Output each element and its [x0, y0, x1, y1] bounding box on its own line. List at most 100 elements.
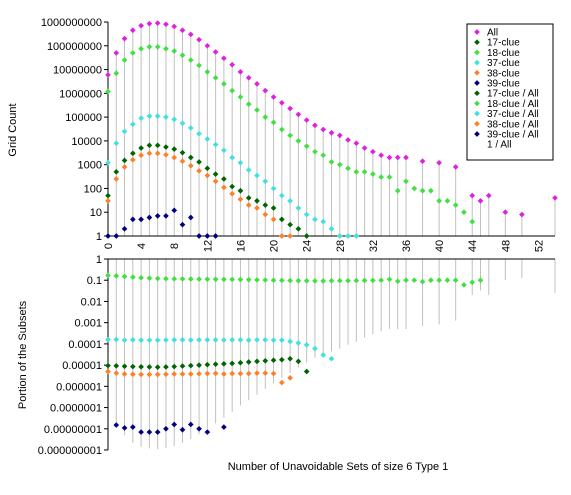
y-tick-label-top: 100000: [65, 112, 102, 124]
point-17-clue: [221, 176, 227, 182]
point-39-clue-all: [130, 424, 136, 430]
y-tick-label-bottom: 0.00000001: [44, 424, 102, 436]
point-18-clue-all: [378, 277, 384, 284]
point-17-clue: [130, 150, 136, 157]
point-18-clue: [336, 161, 343, 168]
point-37-clue-all: [154, 337, 161, 343]
x-tick-label: 48: [500, 240, 512, 252]
point-18-clue: [196, 62, 202, 69]
point-all: [519, 211, 525, 218]
point-37-clue-all: [262, 337, 269, 343]
point-37-clue: [237, 159, 244, 166]
point-all: [221, 55, 227, 62]
point-18-clue: [245, 101, 252, 108]
legend-label-all: All: [487, 28, 498, 39]
point-18-clue-all: [370, 277, 376, 284]
x-tick-label: 8: [169, 243, 181, 249]
point-37-clue: [212, 141, 219, 148]
point-18-clue-all: [287, 277, 293, 284]
point-38-clue-all: [196, 370, 202, 377]
point-39-clue-all: [138, 429, 144, 435]
point-18-clue-all: [221, 276, 227, 283]
point-39-clue: [163, 213, 169, 219]
point-37-clue: [179, 120, 186, 127]
y-tick-label-top: 10000: [71, 136, 102, 148]
y-tick-label-top: 10000000: [53, 65, 102, 77]
point-38-clue-all: [187, 371, 194, 377]
point-39-clue: [146, 214, 153, 221]
point-18-clue-all: [121, 273, 128, 280]
point-17-clue-all: [138, 364, 144, 370]
point-17-clue-all: [179, 363, 186, 369]
point-18-clue: [113, 70, 120, 77]
point-37-clue: [121, 128, 128, 135]
legend-label-39-clue-all: 39-clue / All: [487, 130, 539, 141]
point-17-clue-all: [154, 364, 161, 370]
point-17-clue: [287, 221, 293, 228]
point-all: [485, 192, 492, 199]
point-18-clue: [279, 126, 285, 133]
point-37-clue: [270, 185, 277, 192]
point-18-clue-all: [303, 277, 310, 284]
y-tick-label-bottom: 0.0001: [68, 339, 102, 351]
point-18-clue: [105, 88, 111, 95]
point-all: [196, 36, 202, 43]
point-37-clue: [254, 172, 260, 179]
point-all: [237, 69, 244, 75]
point-37-clue-all: [221, 337, 227, 343]
point-all: [378, 152, 384, 159]
point-37-clue: [154, 113, 161, 119]
point-17-clue-all: [212, 361, 219, 368]
point-18-clue-all: [154, 275, 161, 282]
legend-label-37-clue: 37-clue: [487, 58, 520, 69]
point-17-clue: [163, 144, 169, 150]
point-18-clue: [163, 45, 169, 52]
point-37-clue: [229, 154, 235, 161]
point-39-clue: [130, 216, 136, 223]
point-38-clue-all: [279, 379, 285, 386]
point-38-clue: [163, 151, 169, 158]
point-18-clue: [370, 171, 376, 177]
point-38-clue: [254, 205, 260, 211]
point-37-clue-all: [303, 342, 310, 348]
x-tick-label: 40: [434, 240, 446, 252]
point-37-clue: [320, 218, 327, 225]
point-37-clue-all: [312, 345, 318, 352]
x-tick-label: 52: [533, 240, 545, 252]
point-18-clue: [394, 187, 401, 194]
point-17-clue-all: [237, 359, 244, 366]
point-17-clue-all: [121, 363, 128, 370]
point-38-clue-all: [221, 371, 227, 377]
point-38-clue-all: [245, 370, 252, 377]
y-tick-label-top: 10: [90, 207, 102, 219]
point-38-clue-all: [121, 371, 128, 377]
point-39-clue-all: [179, 426, 186, 433]
y-tick-label-top: 1000000000: [41, 17, 102, 29]
point-all: [212, 49, 219, 55]
point-all: [179, 27, 186, 34]
point-18-clue: [237, 94, 244, 100]
point-all: [146, 20, 153, 27]
point-39-clue: [196, 233, 202, 239]
point-39-clue-all: [171, 421, 178, 428]
point-18-clue-all: [345, 277, 351, 284]
point-17-clue-all: [270, 357, 277, 364]
point-all: [130, 27, 136, 34]
point-37-clue: [138, 115, 144, 122]
point-37-clue: [295, 205, 302, 211]
point-37-clue: [336, 233, 343, 239]
point-17-clue: [154, 142, 161, 149]
point-all: [287, 105, 293, 112]
point-18-clue-all: [237, 276, 244, 283]
point-all: [328, 129, 335, 136]
point-18-clue-all: [461, 282, 467, 288]
y-tick-label-bottom: 0.00001: [62, 360, 102, 372]
point-37-clue: [353, 233, 360, 239]
legend-label-37-clue-all: 37-clue / All: [487, 109, 539, 120]
point-38-clue-all: [171, 371, 178, 377]
point-39-clue-all: [221, 424, 227, 430]
point-all: [245, 74, 252, 81]
point-18-clue: [179, 52, 186, 59]
point-39-clue-all: [121, 425, 128, 431]
